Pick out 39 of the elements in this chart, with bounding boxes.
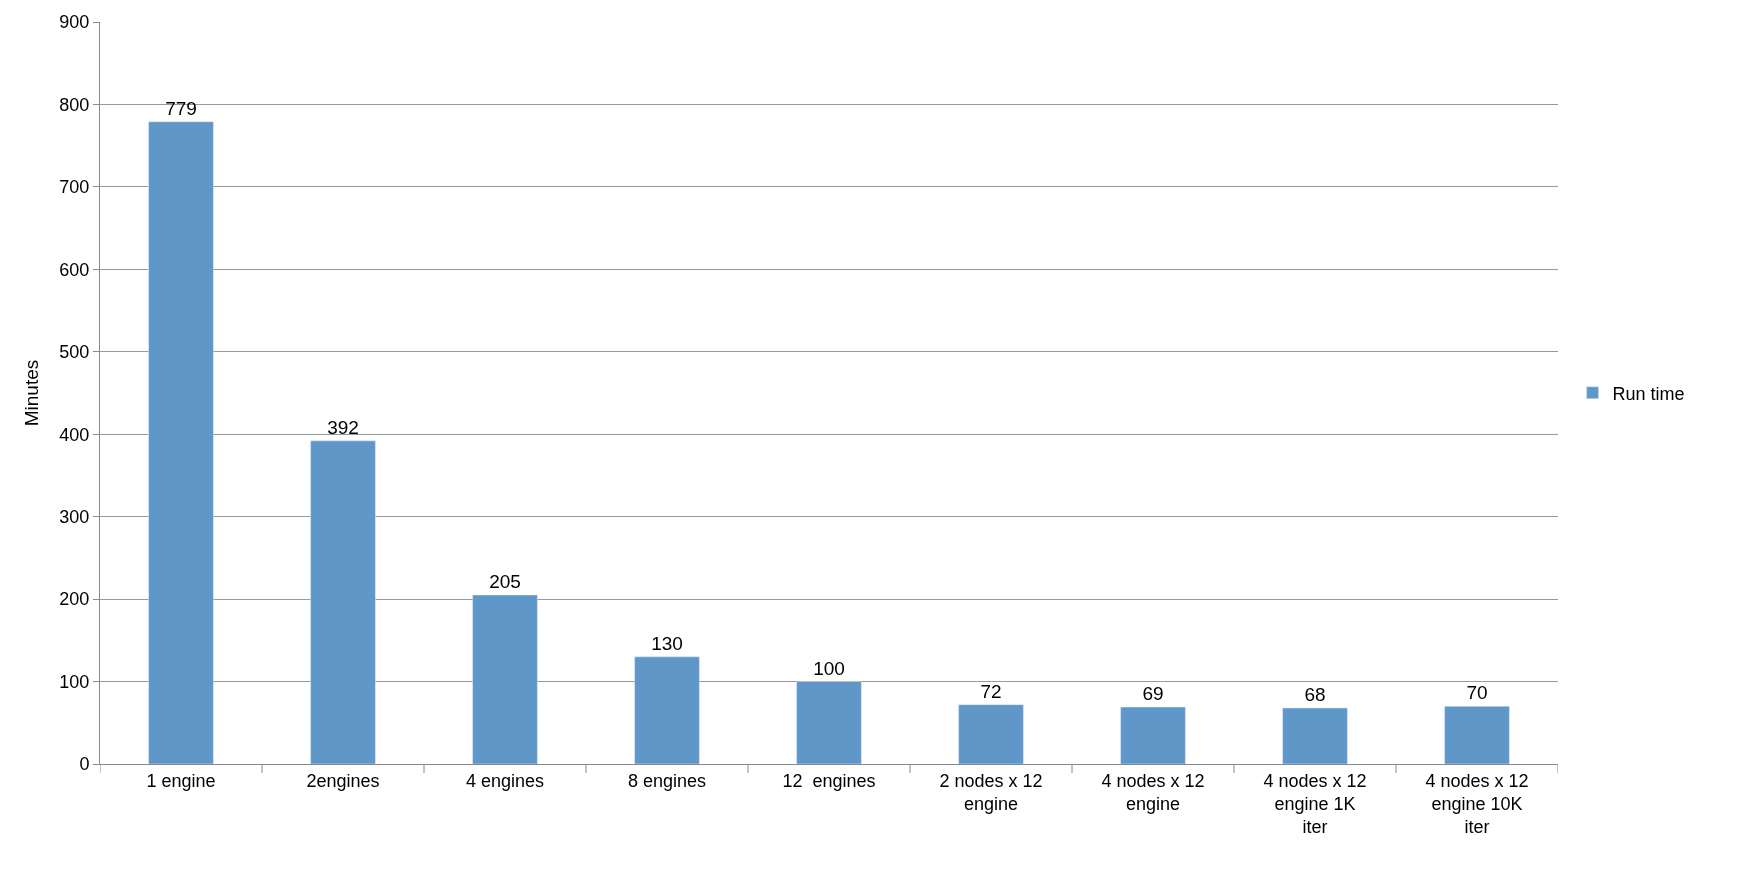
y-tick-label: 0: [79, 754, 90, 775]
x-tick-label: 12 engines: [782, 770, 876, 791]
y-tick-label: 100: [59, 671, 90, 692]
data-label: 392: [327, 416, 359, 438]
x-tick-label: 1 engine: [146, 770, 216, 791]
x-tick-label: 4 nodes x 12 engine 10K iter: [1425, 770, 1529, 838]
data-label: 69: [1142, 683, 1164, 705]
data-label: 72: [980, 680, 1002, 702]
data-label: 205: [489, 570, 521, 592]
y-axis-title: Minutes: [21, 359, 43, 427]
x-tick-label: 4 nodes x 12 engine: [1101, 770, 1205, 814]
y-tick-label: 200: [59, 589, 90, 610]
data-label: 68: [1304, 683, 1326, 705]
x-tick-label: 4 nodes x 12 engine 1K iter: [1263, 770, 1367, 838]
data-label: 70: [1466, 682, 1488, 704]
bar: [310, 440, 376, 764]
y-tick-label: 600: [59, 259, 90, 280]
y-tick-label: 500: [59, 342, 90, 363]
y-tick-label: 300: [59, 506, 90, 527]
y-tick-label: 800: [59, 94, 90, 115]
bar: [472, 594, 538, 764]
bar: [796, 681, 862, 764]
x-tick-label: 2engines: [306, 770, 380, 791]
bar: [148, 121, 214, 764]
x-tick-label: 8 engines: [627, 770, 707, 791]
data-label: 779: [165, 97, 197, 119]
bar: [1282, 707, 1348, 764]
bar: [634, 656, 700, 764]
x-tick-label: 2 nodes x 12 engine: [939, 770, 1043, 814]
y-tick-label: 700: [59, 177, 90, 198]
bar: [958, 704, 1024, 764]
data-label: 130: [651, 632, 683, 654]
bar: [1120, 706, 1186, 764]
legend-label: Run time: [1612, 383, 1685, 404]
data-label: 100: [813, 657, 845, 679]
y-tick-label: 900: [59, 12, 90, 33]
x-tick-label: 4 engines: [465, 770, 545, 791]
bar: [1444, 706, 1510, 764]
y-tick-label: 400: [59, 424, 90, 445]
